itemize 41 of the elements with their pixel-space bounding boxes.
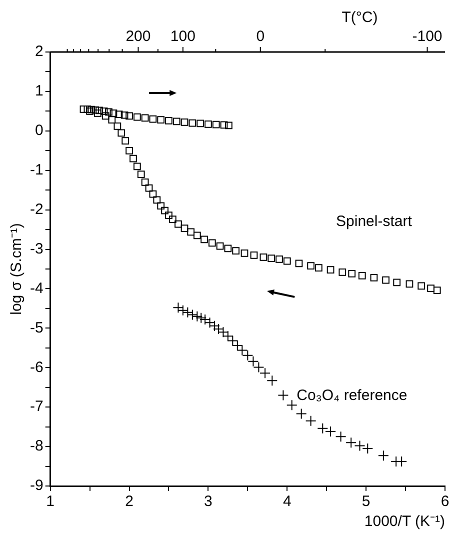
- x-tick-label: 4: [282, 493, 292, 510]
- x-tick-label: 2: [125, 493, 134, 510]
- y-tick-label: -2: [30, 200, 44, 218]
- point: [335, 431, 346, 442]
- y-tick-label: -3: [30, 240, 44, 258]
- x-axis-title: 1000/T (K⁻¹): [364, 513, 445, 530]
- x-tick-label: 1: [46, 493, 55, 510]
- annotation: Co₃O₄ reference: [296, 387, 408, 404]
- point: [286, 400, 298, 411]
- text: 0: [256, 28, 265, 46]
- point: [362, 443, 374, 454]
- y-tick-label: 2: [34, 43, 44, 60]
- y-axis-title: log σ (S.cm⁻¹): [8, 223, 26, 315]
- point: [346, 437, 357, 448]
- annotation: Spinel-start: [336, 212, 413, 230]
- point: [296, 408, 307, 420]
- point: [378, 450, 389, 462]
- text: 200: [126, 28, 151, 46]
- y-tick-label: 1: [34, 82, 44, 100]
- y-tick-label: 0: [34, 122, 44, 140]
- point: [317, 422, 328, 434]
- x-tick-label: 6: [440, 493, 450, 510]
- point: [266, 375, 278, 386]
- y-tick-label: -5: [30, 319, 44, 336]
- point: [325, 426, 336, 438]
- point: [196, 312, 207, 324]
- y-tick-label: -8: [30, 438, 44, 455]
- y-tick-label: -9: [30, 477, 44, 494]
- point: [192, 310, 203, 322]
- y-tick-label: -1: [30, 162, 44, 179]
- x-tick-label: 5: [362, 493, 370, 510]
- text: 100: [170, 28, 196, 46]
- point: [278, 390, 289, 401]
- x-tick-label: 3: [204, 493, 212, 510]
- point: [305, 415, 316, 426]
- point: [354, 440, 366, 452]
- y-tick-label: -6: [30, 358, 44, 376]
- text: -100: [412, 28, 442, 46]
- text: T(°C): [342, 9, 378, 26]
- y-tick-label: -7: [30, 398, 44, 416]
- y-tick-label: -4: [30, 280, 44, 297]
